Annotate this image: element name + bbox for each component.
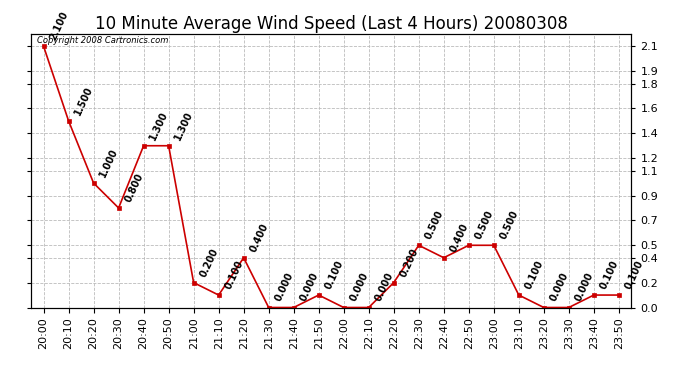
Text: 0.100: 0.100 xyxy=(598,259,620,291)
Text: 0.100: 0.100 xyxy=(223,259,245,291)
Text: 0.500: 0.500 xyxy=(498,209,520,241)
Text: 10 Minute Average Wind Speed (Last 4 Hours) 20080308: 10 Minute Average Wind Speed (Last 4 Hou… xyxy=(95,15,568,33)
Text: 0.400: 0.400 xyxy=(448,222,470,254)
Text: 0.200: 0.200 xyxy=(198,246,220,279)
Text: 1.300: 1.300 xyxy=(172,110,195,142)
Text: 0.000: 0.000 xyxy=(298,271,320,303)
Text: 0.000: 0.000 xyxy=(348,271,370,303)
Text: 0.500: 0.500 xyxy=(423,209,445,241)
Text: 2.100: 2.100 xyxy=(48,10,70,42)
Text: 1.000: 1.000 xyxy=(98,147,120,179)
Text: 0.800: 0.800 xyxy=(123,172,145,204)
Text: 0.500: 0.500 xyxy=(473,209,495,241)
Text: 0.100: 0.100 xyxy=(623,259,645,291)
Text: 0.000: 0.000 xyxy=(273,271,295,303)
Text: 0.100: 0.100 xyxy=(523,259,545,291)
Text: 0.000: 0.000 xyxy=(373,271,395,303)
Text: 1.500: 1.500 xyxy=(72,85,95,117)
Text: 0.400: 0.400 xyxy=(248,222,270,254)
Text: 0.000: 0.000 xyxy=(548,271,570,303)
Text: Copyright 2008 Cartronics.com: Copyright 2008 Cartronics.com xyxy=(37,36,168,45)
Text: 0.100: 0.100 xyxy=(323,259,345,291)
Text: 0.200: 0.200 xyxy=(398,246,420,279)
Text: 0.000: 0.000 xyxy=(573,271,595,303)
Text: 1.300: 1.300 xyxy=(148,110,170,142)
